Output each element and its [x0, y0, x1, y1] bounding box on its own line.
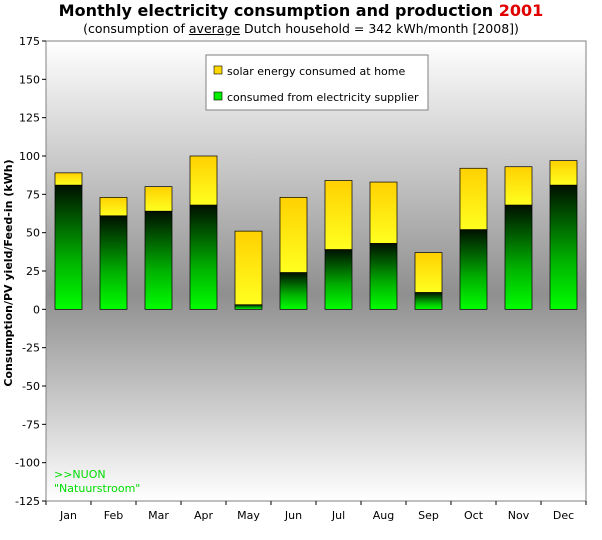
bar-supplier [144, 210, 173, 310]
note-line2: "Natuurstroom" [54, 482, 140, 495]
y-tick-label: -75 [22, 418, 40, 431]
y-tick-label: 0 [33, 303, 40, 316]
x-tick-label: Jan [59, 509, 77, 522]
subtitle-pre: (consumption of [83, 21, 189, 36]
legend-box [205, 54, 429, 111]
x-tick-label: Aug [373, 509, 394, 522]
axis-layer: 175 150 125 100 75 50 25 0 -25 -50 -75 -100 -125 Jan F… [15, 35, 587, 522]
bar-supplier [504, 204, 533, 310]
bar-supplier [234, 304, 263, 310]
chart-title-year: 2001 [498, 1, 544, 20]
y-tick-label: 100 [19, 150, 40, 163]
y-tick-label: -50 [22, 380, 40, 393]
subtitle-post: Dutch household = 342 kWh/month [2008]) [240, 21, 519, 36]
legend-label-supplier: consumed from electricity supplier [227, 91, 419, 104]
x-tick-label: Apr [194, 509, 214, 522]
bar-solar [549, 160, 578, 186]
subtitle-underlined: average [188, 21, 241, 36]
bar-solar [279, 197, 308, 273]
bar-supplier [189, 204, 218, 310]
y-tick-label: 150 [19, 73, 40, 86]
x-tick-label: Jul [331, 509, 345, 522]
bar-solar [99, 197, 128, 217]
bar-solar [54, 172, 83, 186]
bar-supplier [54, 184, 83, 310]
y-tick-label: 50 [26, 227, 40, 240]
y-tick-label: 175 [19, 35, 40, 48]
y-tick-label: 125 [19, 112, 40, 125]
chart-title-main: Monthly electricity consumption and prod… [58, 1, 494, 20]
y-tick-label: -100 [15, 457, 40, 470]
legend: solar energy consumed at home consumed f… [205, 54, 429, 111]
chart-title: Monthly electricity consumption and prod… [0, 1, 602, 20]
bar-supplier [414, 292, 443, 310]
legend-label-solar: solar energy consumed at home [227, 65, 405, 78]
x-tick-label: Dec [553, 509, 574, 522]
note-line1: >>NUON [54, 468, 106, 481]
bar-solar [459, 167, 488, 230]
x-tick-label: Nov [508, 509, 530, 522]
bars-layer [54, 155, 578, 310]
bar-solar [324, 180, 353, 250]
y-tick-label: -25 [22, 342, 40, 355]
x-tick-label: May [237, 509, 260, 522]
x-tick-label: Jun [284, 509, 302, 522]
bar-supplier [324, 249, 353, 310]
y-tick-label: -125 [15, 495, 40, 508]
chart-subtitle: (consumption of average Dutch household … [0, 21, 602, 36]
bar-solar [504, 166, 533, 206]
y-tick-label: 25 [26, 265, 40, 278]
bar-solar [234, 230, 263, 306]
x-tick-label: Mar [148, 509, 169, 522]
bar-supplier [279, 272, 308, 310]
bar-solar [414, 252, 443, 293]
bar-supplier [99, 215, 128, 310]
x-tick-label: Sep [418, 509, 439, 522]
x-tick-label: Oct [464, 509, 484, 522]
bar-solar [369, 181, 398, 244]
bar-solar [144, 186, 173, 212]
legend-swatch-solar [213, 65, 223, 75]
bar-supplier [459, 229, 488, 310]
bar-solar [189, 155, 218, 206]
bar-supplier [549, 184, 578, 310]
y-tick-label: 75 [26, 188, 40, 201]
legend-swatch-supplier [213, 91, 223, 101]
x-tick-label: Feb [104, 509, 123, 522]
bar-supplier [369, 243, 398, 310]
y-axis-label: Consumption/PV yield/Feed-in (kWh) [2, 159, 15, 386]
